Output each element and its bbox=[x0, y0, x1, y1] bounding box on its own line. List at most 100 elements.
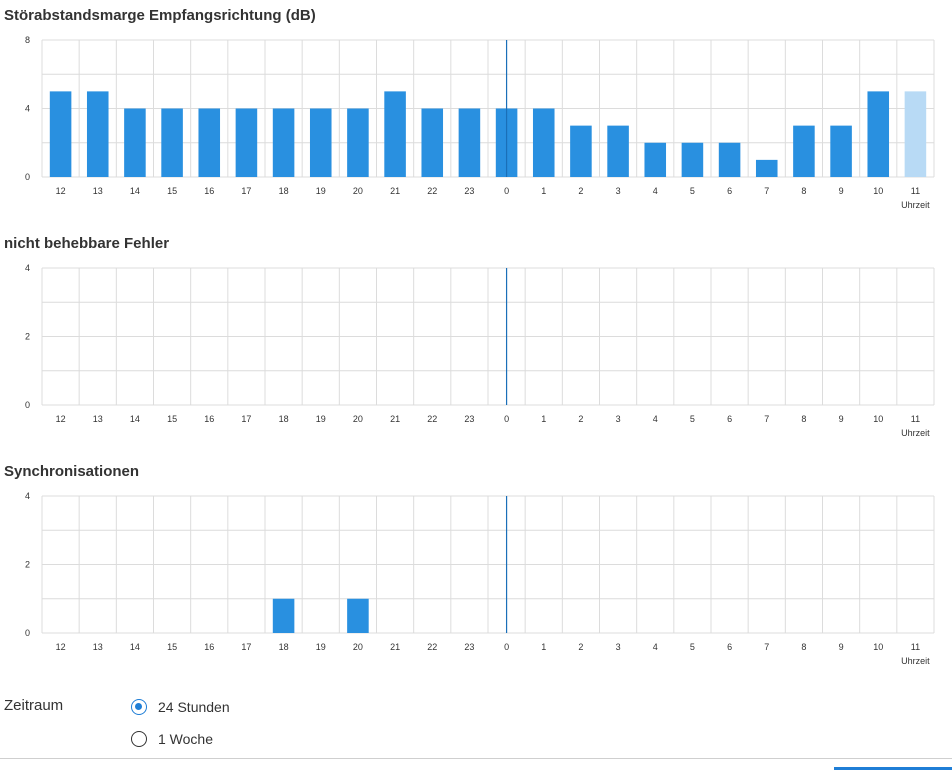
bar-14 bbox=[124, 108, 146, 177]
x-tick-label: 12 bbox=[56, 414, 66, 424]
x-tick-label: 3 bbox=[616, 186, 621, 196]
x-tick-label: 18 bbox=[279, 186, 289, 196]
chart-title: Synchronisationen bbox=[4, 463, 140, 480]
x-tick-label: 11 bbox=[911, 642, 920, 652]
bar-18 bbox=[272, 598, 295, 633]
x-tick-label: 15 bbox=[167, 186, 177, 196]
period-option-label: 24 Stunden bbox=[158, 699, 230, 715]
x-tick-label: 1 bbox=[541, 186, 546, 196]
x-tick-label: 6 bbox=[727, 186, 732, 196]
bar-7 bbox=[755, 159, 778, 177]
x-tick-label: 13 bbox=[93, 414, 103, 424]
x-tick-label: 8 bbox=[801, 642, 806, 652]
bar-18 bbox=[272, 108, 295, 177]
bar-23 bbox=[458, 108, 481, 177]
x-tick-label: 19 bbox=[316, 642, 326, 652]
x-tick-label: 5 bbox=[690, 642, 695, 652]
x-tick-label: 9 bbox=[839, 642, 844, 652]
x-tick-label: 20 bbox=[353, 414, 363, 424]
chart-title: nicht behebbare Fehler bbox=[4, 235, 170, 252]
y-tick-label: 0 bbox=[25, 400, 30, 410]
x-tick-label: 3 bbox=[616, 642, 621, 652]
x-tick-label: 0 bbox=[504, 642, 509, 652]
y-tick-label: 2 bbox=[25, 332, 30, 342]
period-option-1w[interactable]: 1 Woche bbox=[131, 728, 213, 750]
chart-uncorrectable-errors: nicht behebbare Fehler 0 2 4 12 13 14 15 16 17 18… bbox=[0, 235, 952, 445]
radio-button-24h[interactable] bbox=[131, 699, 147, 715]
x-tick-label: 7 bbox=[764, 642, 769, 652]
bar-10 bbox=[867, 91, 890, 177]
x-tick-label: 4 bbox=[653, 414, 658, 424]
x-tick-label: 18 bbox=[279, 642, 289, 652]
x-tick-label: 7 bbox=[764, 186, 769, 196]
x-tick-label: 9 bbox=[839, 186, 844, 196]
x-tick-label: 8 bbox=[801, 186, 806, 196]
x-axis-label: Uhrzeit bbox=[901, 200, 930, 210]
bar-16 bbox=[198, 108, 221, 177]
bar-15 bbox=[161, 108, 183, 177]
x-tick-label: 23 bbox=[464, 642, 474, 652]
x-tick-label: 5 bbox=[690, 186, 695, 196]
x-tick-label: 12 bbox=[56, 642, 66, 652]
bar-6 bbox=[718, 142, 741, 177]
x-tick-label: 13 bbox=[93, 186, 103, 196]
x-tick-label: 20 bbox=[353, 642, 363, 652]
bar-22 bbox=[421, 108, 444, 177]
x-tick-label: 19 bbox=[316, 414, 326, 424]
x-tick-label: 17 bbox=[241, 186, 251, 196]
x-tick-label: 21 bbox=[390, 414, 400, 424]
x-tick-label: 13 bbox=[93, 642, 103, 652]
x-tick-label: 15 bbox=[167, 642, 177, 652]
bar-17 bbox=[235, 108, 258, 177]
x-tick-label: 10 bbox=[873, 642, 883, 652]
x-tick-label: 7 bbox=[764, 414, 769, 424]
x-tick-label: 1 bbox=[541, 642, 546, 652]
x-tick-label: 4 bbox=[653, 642, 658, 652]
x-tick-label: 0 bbox=[504, 186, 509, 196]
chart-title: Störabstandsmarge Empfangsrichtung (dB) bbox=[4, 7, 316, 24]
bottom-divider bbox=[0, 758, 952, 759]
bar-9 bbox=[830, 125, 852, 177]
x-axis-label: Uhrzeit bbox=[901, 656, 930, 666]
period-option-24h[interactable]: 24 Stunden bbox=[131, 696, 230, 718]
x-tick-label: 11 bbox=[911, 414, 920, 424]
x-axis-label: Uhrzeit bbox=[901, 428, 930, 438]
x-tick-label: 6 bbox=[727, 642, 732, 652]
bar-8 bbox=[793, 125, 815, 177]
bottom-accent-bar bbox=[834, 767, 952, 770]
x-tick-label: 2 bbox=[578, 414, 583, 424]
bar-20 bbox=[347, 108, 369, 177]
y-tick-label: 0 bbox=[25, 628, 30, 638]
x-tick-label: 17 bbox=[241, 642, 251, 652]
x-tick-label: 22 bbox=[427, 186, 437, 196]
bar-21 bbox=[384, 91, 406, 177]
y-tick-label: 2 bbox=[25, 560, 30, 570]
x-tick-label: 20 bbox=[353, 186, 363, 196]
x-tick-label: 3 bbox=[616, 414, 621, 424]
bar-1 bbox=[532, 108, 555, 177]
period-label: Zeitraum bbox=[4, 697, 64, 714]
x-tick-label: 15 bbox=[167, 414, 177, 424]
radio-button-1w[interactable] bbox=[131, 731, 147, 747]
x-tick-label: 14 bbox=[130, 186, 140, 196]
y-tick-label: 0 bbox=[25, 172, 30, 182]
bar-12 bbox=[49, 91, 72, 177]
bar-4 bbox=[644, 142, 667, 177]
x-tick-label: 11 bbox=[911, 186, 920, 196]
x-tick-label: 16 bbox=[204, 642, 214, 652]
x-tick-label: 4 bbox=[653, 186, 658, 196]
x-tick-label: 9 bbox=[839, 414, 844, 424]
chart-snr-margin: Störabstandsmarge Empfangsrichtung (dB) … bbox=[0, 7, 952, 217]
bar-3 bbox=[607, 125, 629, 177]
x-tick-label: 2 bbox=[578, 186, 583, 196]
x-tick-label: 1 bbox=[541, 414, 546, 424]
x-tick-label: 2 bbox=[578, 642, 583, 652]
x-tick-label: 16 bbox=[204, 186, 214, 196]
bar-5 bbox=[681, 142, 704, 177]
bar-20 bbox=[347, 598, 369, 633]
x-tick-label: 17 bbox=[241, 414, 251, 424]
y-tick-label: 4 bbox=[25, 263, 30, 273]
